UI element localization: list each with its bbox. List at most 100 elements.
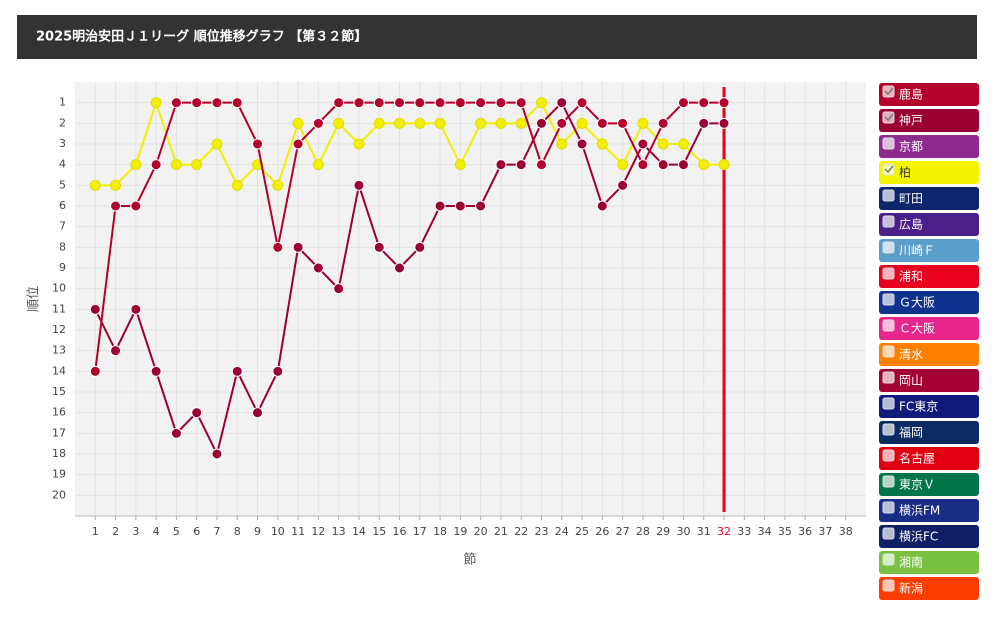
data-point (698, 97, 710, 109)
data-point (394, 97, 406, 109)
legend-checkbox[interactable] (882, 241, 895, 254)
x-tick-label: 5 (173, 525, 180, 538)
data-point (191, 159, 203, 171)
data-point (150, 159, 162, 171)
data-point (231, 365, 243, 377)
legend-item[interactable] (879, 395, 979, 418)
legend-label[interactable]: 浦和 (899, 270, 923, 284)
legend-item[interactable] (879, 213, 979, 236)
legend-label[interactable]: 鹿島 (899, 87, 923, 102)
legend-item[interactable] (879, 265, 979, 288)
legend-checkbox[interactable] (882, 85, 895, 98)
legend-checkbox[interactable] (882, 397, 895, 410)
legend-checkbox[interactable] (882, 215, 895, 228)
data-point (596, 200, 608, 212)
data-point (515, 117, 527, 129)
x-tick-label: 4 (153, 525, 160, 538)
data-point (130, 159, 142, 171)
legend-label[interactable]: Ｇ大阪 (899, 296, 935, 310)
legend-checkbox[interactable] (882, 137, 895, 150)
legend-checkbox[interactable] (882, 423, 895, 436)
legend-item[interactable] (879, 499, 979, 522)
data-point (434, 200, 446, 212)
x-tick-label: 32 (717, 525, 731, 538)
legend-checkbox[interactable] (882, 475, 895, 488)
legend-label[interactable]: FC東京 (899, 400, 938, 414)
legend-label[interactable]: 岡山 (899, 374, 923, 388)
legend-item[interactable] (879, 317, 979, 340)
legend-checkbox[interactable] (882, 267, 895, 280)
legend-item[interactable] (879, 343, 979, 366)
legend-label[interactable]: 福岡 (899, 425, 923, 440)
legend-label[interactable]: 新潟 (899, 581, 923, 596)
legend-label[interactable]: 神戸 (899, 114, 923, 128)
legend-item[interactable] (879, 187, 979, 210)
legend-label[interactable]: 横浜FM (899, 504, 940, 518)
data-point (657, 117, 669, 129)
legend-label[interactable]: 川崎Ｆ (899, 244, 935, 258)
legend-label[interactable]: 広島 (899, 217, 923, 232)
legend-item[interactable] (879, 369, 979, 392)
data-point (130, 303, 142, 315)
x-tick-label: 25 (575, 525, 589, 538)
legend-item[interactable] (879, 109, 979, 132)
legend-item[interactable] (879, 239, 979, 262)
legend-item[interactable] (879, 135, 979, 158)
legend-item[interactable] (879, 421, 979, 444)
data-point (292, 138, 304, 150)
legend-label[interactable]: 京都 (899, 140, 923, 154)
y-tick-label: 3 (59, 137, 66, 150)
legend-checkbox[interactable] (882, 449, 895, 462)
data-point (454, 200, 466, 212)
data-point (576, 117, 588, 129)
x-tick-label: 14 (352, 525, 366, 538)
legend-label[interactable]: 名古屋 (899, 451, 935, 466)
y-tick-label: 13 (52, 344, 66, 357)
data-point (130, 200, 142, 212)
legend-item[interactable] (879, 291, 979, 314)
legend-checkbox[interactable] (882, 371, 895, 384)
data-point (150, 97, 162, 109)
data-point (333, 117, 345, 129)
legend-label[interactable]: 横浜FC (899, 530, 938, 544)
x-tick-label: 27 (616, 525, 630, 538)
legend-checkbox[interactable] (882, 345, 895, 358)
header-bar (17, 15, 977, 59)
data-point (657, 159, 669, 171)
x-tick-label: 37 (818, 525, 832, 538)
legend-item[interactable] (879, 551, 979, 574)
legend-item[interactable] (879, 577, 979, 600)
data-point (394, 117, 406, 129)
legend-checkbox[interactable] (882, 319, 895, 332)
x-tick-label: 2 (112, 525, 119, 538)
x-tick-label: 12 (311, 525, 325, 538)
data-point (698, 117, 710, 129)
legend-checkbox[interactable] (882, 189, 895, 202)
legend-label[interactable]: 湘南 (899, 555, 923, 570)
legend-checkbox[interactable] (882, 553, 895, 566)
legend-checkbox[interactable] (882, 501, 895, 514)
legend-item[interactable] (879, 525, 979, 548)
legend-label[interactable]: 町田 (899, 192, 923, 206)
legend-label[interactable]: 柏 (899, 165, 911, 180)
data-point (191, 97, 203, 109)
data-point (495, 117, 507, 129)
legend-checkbox[interactable] (882, 111, 895, 124)
legend-checkbox[interactable] (882, 527, 895, 540)
legend-item[interactable] (879, 83, 979, 106)
data-point (657, 138, 669, 150)
data-point (191, 407, 203, 419)
legend-checkbox[interactable] (882, 293, 895, 306)
x-axis-label: 節 (463, 553, 476, 568)
legend-item[interactable] (879, 473, 979, 496)
legend-checkbox[interactable] (882, 163, 895, 176)
legend-label[interactable]: Ｃ大阪 (899, 322, 935, 336)
legend-checkbox[interactable] (882, 579, 895, 592)
y-tick-label: 15 (52, 385, 66, 398)
legend-item[interactable] (879, 447, 979, 470)
legend-item[interactable] (879, 161, 979, 184)
data-point (556, 97, 568, 109)
legend-label[interactable]: 東京Ｖ (899, 478, 935, 492)
legend-label[interactable]: 清水 (899, 348, 923, 362)
